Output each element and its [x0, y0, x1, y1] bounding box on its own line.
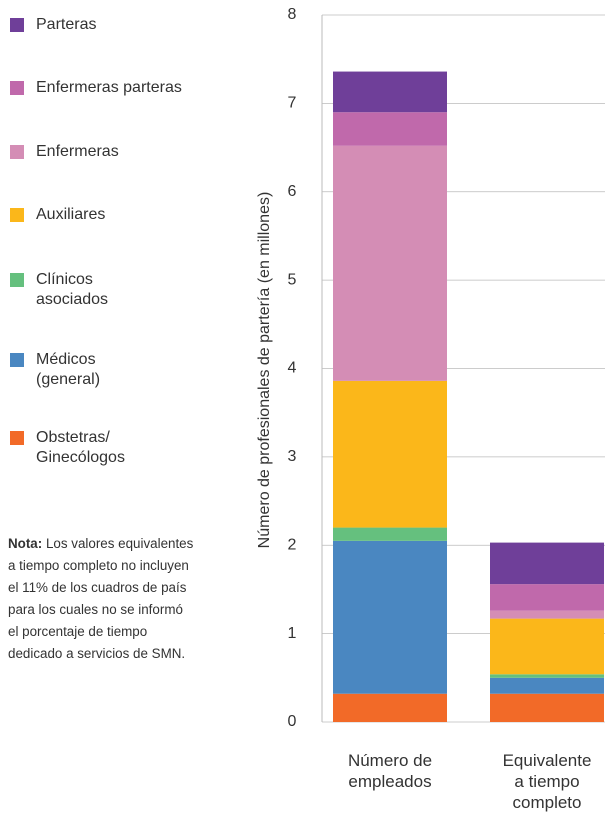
x-tick-label: Número de empleados: [347, 751, 433, 791]
legend-label: Enfermeras: [36, 143, 119, 160]
bar-segment: [333, 145, 447, 381]
y-tick-label: 8: [288, 6, 297, 23]
y-tick-label: 7: [288, 95, 297, 112]
note-label: Nota:: [8, 536, 43, 551]
legend-swatch: [10, 273, 24, 287]
legend-swatch: [10, 353, 24, 367]
legend-swatch: [10, 81, 24, 95]
y-tick-label: 0: [288, 713, 297, 730]
note: Nota: Los valores equivalentes a tiempo …: [8, 533, 248, 665]
bar-segment: [490, 542, 604, 585]
bar-segment: [490, 693, 604, 722]
y-tick-label: 5: [288, 271, 297, 288]
bar-segment: [490, 677, 604, 694]
legend-label: Clínicos asociados: [36, 271, 109, 308]
legend-swatch: [10, 18, 24, 32]
bar-segment: [333, 112, 447, 146]
legend-swatch: [10, 145, 24, 159]
y-tick-label: 1: [288, 625, 297, 642]
x-tick-label: Equivalente a tiempo completo: [502, 751, 592, 812]
bar-segment: [490, 618, 604, 675]
legend-swatch: [10, 431, 24, 445]
legend-label: Auxiliares: [36, 206, 106, 223]
legend-label: Obstetras/ Ginecólogos: [36, 429, 125, 466]
y-axis-label: Número de profesionales de partería (en …: [256, 192, 273, 549]
legend-label: Enfermeras parteras: [36, 79, 182, 96]
y-tick-label: 6: [288, 183, 297, 200]
bar-segment: [333, 540, 447, 694]
bar-segment: [333, 527, 447, 541]
bar-segment: [333, 380, 447, 528]
bar-segment: [490, 610, 604, 619]
legend-label: Parteras: [36, 16, 97, 33]
bar-segment: [333, 71, 447, 113]
bar-segment: [490, 674, 604, 678]
y-tick-label: 3: [288, 448, 297, 465]
y-tick-label: 2: [288, 536, 297, 553]
y-tick-label: 4: [288, 360, 297, 377]
note-text: Los valores equivalentes a tiempo comple…: [8, 536, 194, 661]
legend-swatch: [10, 208, 24, 222]
bar-segment: [333, 693, 447, 722]
bar-segment: [490, 584, 604, 611]
legend-label: Médicos (general): [36, 351, 101, 388]
